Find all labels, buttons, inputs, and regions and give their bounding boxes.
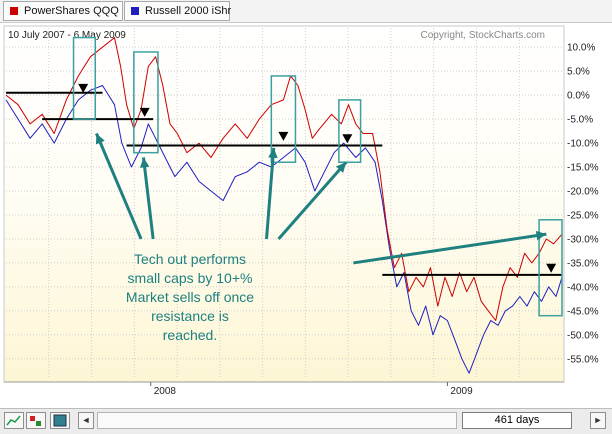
legend-item-russell[interactable]: Russell 2000 iShr [124,1,232,21]
legend-label-qqq: PowerShares QQQ [24,5,119,17]
annotation-arrow-head [535,230,547,241]
y-tick-label: -45.0% [567,306,599,317]
line-chart-icon [6,415,21,426]
y-tick-label: 5.0% [567,67,590,78]
legend-bar: PowerShares QQQ Russell 2000 iShr [0,0,612,23]
y-tick-label: -30.0% [567,234,599,245]
y-tick-label: -25.0% [567,210,599,221]
y-tick-label: -15.0% [567,163,599,174]
annotation-arrow-shaft [277,161,348,240]
scroll-right-button[interactable]: ► [590,412,606,429]
annotation-arrow-shaft [265,147,276,240]
highlight-box [72,36,96,120]
down-triangle-marker [546,263,557,273]
down-triangle-marker [78,83,89,93]
y-tick-label: -40.0% [567,282,599,293]
highlight-box [270,75,297,163]
legend-item-qqq[interactable]: PowerShares QQQ [3,1,123,21]
y-tick-label: -55.0% [567,354,599,365]
legend-swatch-russell [131,7,139,15]
arrow-left-icon: ◄ [81,415,91,425]
annotation-arrow-shaft [95,132,143,240]
y-tick-label: -20.0% [567,187,599,198]
highlight-box [538,219,563,317]
toolbar: ◄ 461 days ► [0,408,612,434]
annotation-arrow-head [95,133,105,145]
annotation-arrow-shaft [142,157,155,240]
series-group [5,37,563,374]
x-tick-label: 2008 [154,386,177,397]
legend-label-russell: Russell 2000 iShr [145,5,232,17]
compare-icon [30,416,41,426]
performance-chart: 10.0% 5.0% 0.0% -5.0% -10.0% -15.0% -20.0% -25.… [3,25,599,397]
highlight-box [133,51,159,154]
plot-background [3,25,565,383]
annotation-arrow-head [268,147,278,159]
x-axis: 2008 2009 [4,381,564,397]
legend-swatch-qqq [10,7,18,15]
y-tick-label: -10.0% [567,139,599,150]
annotation-text: Tech out performs small caps by 10+% Marke… [126,251,254,343]
annotation-arrows [95,132,547,265]
annotation-line: reached. [163,327,217,343]
down-triangle-marker [278,131,289,141]
color-swatch-icon [53,414,67,427]
y-tick-label: -35.0% [567,258,599,269]
annotation-line: small caps by 10+% [128,270,253,286]
scroll-left-button[interactable]: ◄ [78,412,94,429]
range-days[interactable]: 461 days [462,412,572,429]
resistance-lines [6,91,562,276]
arrow-right-icon: ► [593,415,603,425]
y-tick-label: 10.0% [567,43,595,54]
highlight-boxes [72,36,563,317]
watermark: Copyright, StockCharts.com [421,30,546,41]
scroll-track[interactable] [97,412,457,429]
y-tick-label: 0.0% [567,91,590,102]
y-tick-label: -50.0% [567,330,599,341]
highlight-box [338,99,362,163]
x-tick-label: 2009 [450,386,473,397]
compare-button[interactable] [26,412,46,429]
annotation-line: Market sells off once [126,289,254,305]
color-button[interactable] [50,412,70,429]
annotation-line: Tech out performs [134,251,246,267]
down-triangle-marker [139,107,150,117]
grid [6,28,562,378]
y-axis: 10.0% 5.0% 0.0% -5.0% -10.0% -15.0% -20.0% -25.… [567,43,599,366]
down-triangle-marker [342,134,353,144]
series-line-russell-2000-ishr [5,85,563,374]
annotation-arrow-head [139,157,150,168]
series-line-powershares-qqq [5,37,563,321]
y-tick-label: -5.0% [567,115,593,126]
line-chart-button[interactable] [4,412,24,429]
annotation-arrow-shaft [353,232,547,265]
markers [78,83,557,273]
chart-title: 10 July 2007 - 6 May 2009 [8,30,126,41]
annotation-arrow-head [335,162,347,173]
annotation-line: resistance is [151,308,229,324]
